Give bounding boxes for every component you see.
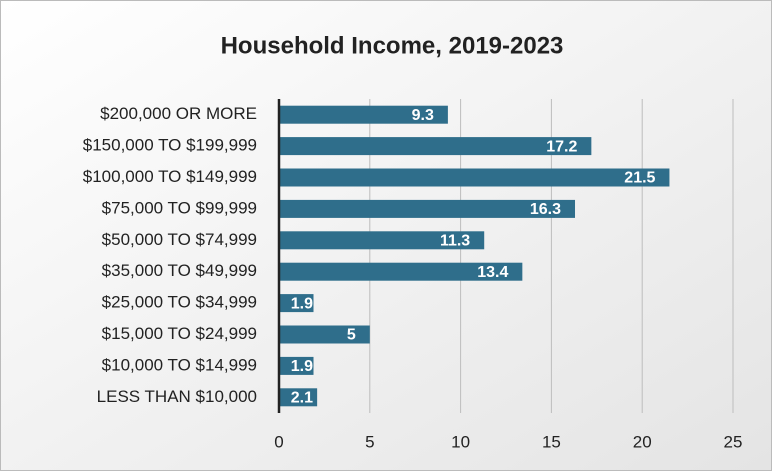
bar — [279, 137, 592, 156]
y-tick-label: $25,000 TO $34,999 — [102, 293, 257, 312]
data-label: 11.3 — [440, 233, 470, 250]
y-tick-label: $150,000 TO $199,999 — [83, 136, 257, 155]
y-tick-label: $35,000 TO $49,999 — [102, 261, 257, 280]
data-label: 1.9 — [291, 358, 313, 375]
bar — [279, 388, 318, 407]
y-tick-label: $100,000 TO $149,999 — [83, 167, 257, 186]
x-tick-label: 10 — [451, 432, 470, 451]
bar — [279, 105, 448, 124]
y-tick-label: $200,000 OR MORE — [100, 104, 257, 123]
x-tick-label: 0 — [274, 432, 283, 451]
bar — [279, 262, 523, 281]
data-label: 2.1 — [291, 390, 313, 407]
y-tick-label: LESS THAN $10,000 — [97, 387, 257, 406]
data-label: 16.3 — [530, 201, 561, 218]
bar — [279, 325, 370, 344]
x-tick-label: 15 — [542, 432, 561, 451]
bar — [279, 294, 314, 313]
data-label: 17.2 — [546, 138, 577, 155]
y-tick-label: $10,000 TO $14,999 — [102, 355, 257, 374]
y-tick-label: $15,000 TO $24,999 — [102, 324, 257, 343]
data-label: 1.9 — [291, 295, 313, 312]
bar — [279, 231, 485, 250]
chart-title: Household Income, 2019-2023 — [221, 32, 564, 59]
x-tick-label: 5 — [365, 432, 374, 451]
bar — [279, 168, 670, 187]
data-label: 9.3 — [412, 107, 434, 124]
data-label: 21.5 — [624, 170, 655, 187]
data-label: 13.4 — [477, 264, 508, 281]
bar — [279, 356, 314, 375]
data-label: 5 — [347, 327, 356, 344]
bar — [279, 199, 576, 218]
y-tick-label: $50,000 TO $74,999 — [102, 230, 257, 249]
x-tick-label: 20 — [633, 432, 652, 451]
x-tick-label: 25 — [724, 432, 743, 451]
y-tick-label: $75,000 TO $99,999 — [102, 198, 257, 217]
